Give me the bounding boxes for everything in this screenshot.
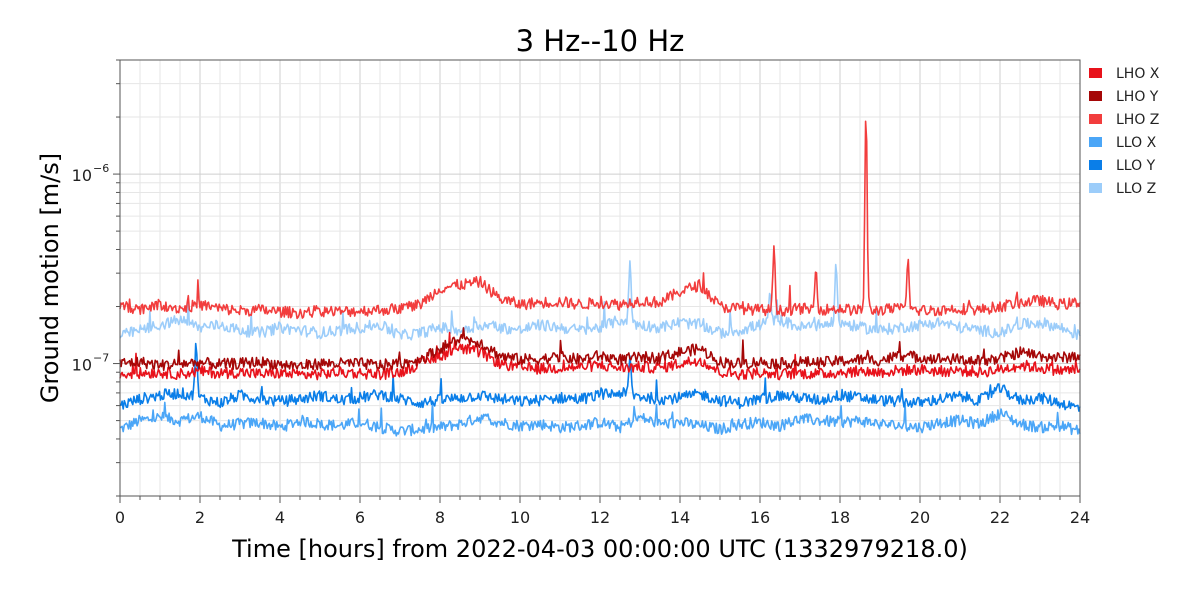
- series-line-lho-z: [119, 120, 1081, 320]
- grid: [119, 59, 1081, 497]
- x-tick-label: 0: [115, 508, 125, 527]
- y-tick-label: 10: [72, 356, 92, 375]
- x-tick-label: 12: [590, 508, 610, 527]
- legend-swatch: [1089, 183, 1102, 193]
- series-lines: [119, 120, 1081, 437]
- legend-swatch: [1089, 68, 1102, 78]
- x-tick-label: 10: [510, 508, 530, 527]
- legend-label: LHO Y: [1116, 89, 1159, 105]
- series-line-lho-y: [119, 327, 1081, 372]
- legend-label: LLO Y: [1116, 158, 1156, 174]
- legend-swatch: [1089, 160, 1102, 170]
- legend-swatch: [1089, 114, 1102, 124]
- series-line-llo-z: [119, 260, 1081, 341]
- legend-swatch: [1089, 137, 1102, 147]
- x-tick-label: 22: [990, 508, 1010, 527]
- x-tick-label: 14: [670, 508, 690, 527]
- series-line-lho-x: [119, 331, 1081, 381]
- x-tick-label: 2: [195, 508, 205, 527]
- x-tick-label: 6: [355, 508, 365, 527]
- chart-title: 3 Hz--10 Hz: [516, 24, 685, 58]
- y-axis-label: Ground motion [m/s]: [36, 153, 64, 403]
- x-axis-label: Time [hours] from 2022-04-03 00:00:00 UT…: [231, 535, 968, 563]
- x-tick-label: 20: [910, 508, 930, 527]
- series-line-llo-y: [119, 342, 1081, 412]
- legend-swatch: [1089, 91, 1102, 101]
- y-tick-exponent: −6: [93, 162, 109, 175]
- y-tick-label: 10: [72, 166, 92, 185]
- x-tick-label: 8: [435, 508, 445, 527]
- y-tick-exponent: −7: [93, 352, 109, 365]
- x-tick-label: 16: [750, 508, 770, 527]
- x-tick-label: 4: [275, 508, 285, 527]
- legend-label: LLO X: [1116, 135, 1157, 151]
- legend: LHO X LHO Y LHO Z LLO X LLO Y LLO Z: [1089, 66, 1160, 197]
- legend-label: LHO Z: [1116, 112, 1159, 128]
- legend-label: LHO X: [1116, 66, 1160, 82]
- x-tick-label: 18: [830, 508, 850, 527]
- legend-label: LLO Z: [1116, 181, 1156, 197]
- series-line-llo-x: [119, 400, 1081, 437]
- x-tick-label: 24: [1070, 508, 1090, 527]
